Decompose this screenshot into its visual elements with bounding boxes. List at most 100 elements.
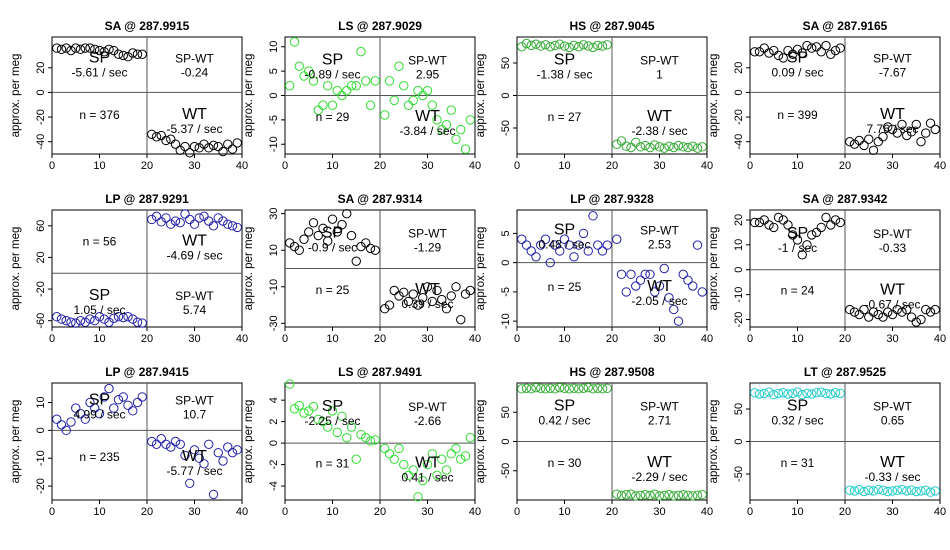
diff-value: 2.53: [648, 237, 672, 251]
y-axis-label: approx. per meg: [10, 400, 22, 484]
wt-rate: 0.41 / sec: [401, 471, 453, 485]
data-point-wt: [446, 449, 456, 459]
data-point-wt: [669, 142, 679, 153]
data-point-sp: [602, 383, 612, 393]
data-point-sp: [797, 250, 807, 260]
wt-label: WT: [647, 108, 672, 125]
data-point-sp: [811, 42, 822, 52]
data-point-wt: [692, 143, 703, 153]
data-point-wt: [616, 490, 627, 501]
data-point-sp: [94, 312, 105, 322]
data-point-wt: [612, 234, 622, 244]
data-point-sp: [545, 42, 555, 52]
data-point-wt: [650, 140, 660, 150]
data-point-wt: [664, 293, 674, 303]
data-point-wt: [616, 269, 627, 280]
wt-rate: -4.69 / sec: [166, 249, 222, 263]
data-point-wt: [612, 489, 622, 499]
y-tick-label: -10: [268, 279, 280, 295]
data-point-wt: [921, 485, 931, 495]
x-tick-label: 0: [49, 160, 55, 172]
data-point-sp: [517, 42, 527, 52]
data-point-wt: [156, 434, 166, 444]
data-point-wt: [394, 291, 404, 301]
x-tick-label: 10: [558, 333, 570, 345]
data-point-sp: [773, 388, 784, 399]
data-point-wt: [427, 100, 437, 110]
data-point-wt: [465, 115, 475, 125]
data-point-sp: [802, 40, 812, 51]
wt-rate: -2.38 / sec: [631, 124, 687, 138]
data-point-sp: [540, 384, 551, 394]
data-point-sp: [370, 76, 380, 86]
data-point-wt: [180, 450, 190, 461]
data-point-wt: [849, 307, 860, 317]
x-tick-label: 30: [653, 506, 665, 518]
n-count: n = 399: [777, 108, 818, 122]
data-point-sp: [835, 217, 845, 228]
data-point-wt: [460, 144, 471, 154]
data-point-sp: [327, 100, 338, 110]
data-point-sp: [583, 382, 593, 393]
sp-label: SP: [322, 224, 343, 241]
data-point-wt: [906, 485, 917, 495]
n-count: n = 376: [79, 108, 120, 122]
data-point-sp: [308, 76, 319, 86]
data-point-wt: [878, 132, 888, 142]
data-point-sp: [327, 214, 338, 224]
data-point-wt: [849, 486, 860, 496]
data-point-sp: [830, 215, 841, 225]
x-tick-label: 10: [93, 333, 105, 345]
data-point-wt: [213, 447, 223, 458]
data-point-wt: [384, 76, 395, 86]
data-point-sp: [792, 387, 803, 397]
x-tick-label: 10: [558, 160, 570, 172]
sp-label: SP: [787, 225, 808, 242]
data-point-sp: [132, 317, 143, 327]
diff-label: SP-WT: [873, 399, 912, 413]
data-point-wt: [930, 304, 940, 315]
wt-rate: 7.76 / sec: [866, 122, 918, 136]
data-point-wt: [437, 124, 447, 135]
data-point-wt: [873, 309, 883, 320]
data-point-wt: [883, 122, 893, 132]
data-point-sp: [313, 414, 323, 425]
x-tick-label: 30: [653, 160, 665, 172]
data-point-sp: [754, 389, 765, 399]
data-point-wt: [223, 442, 233, 452]
data-point-wt: [645, 269, 655, 280]
data-point-wt: [422, 282, 433, 292]
data-point-wt: [688, 491, 698, 501]
data-point-wt: [189, 141, 200, 152]
y-tick-label: 20: [35, 251, 47, 263]
wt-label: WT: [182, 233, 207, 250]
y-tick-label: -10: [733, 287, 745, 303]
data-point-sp: [123, 312, 133, 322]
x-tick-label: 30: [653, 333, 665, 345]
data-point-sp: [521, 383, 532, 393]
x-tick-label: 20: [606, 506, 618, 518]
x-tick-label: 0: [747, 506, 753, 518]
data-point-sp: [769, 390, 779, 400]
data-point-wt: [389, 285, 399, 296]
data-point-sp: [361, 238, 371, 248]
diff-label: SP-WT: [175, 52, 214, 66]
data-point-sp: [583, 246, 593, 256]
n-count: n = 24: [781, 283, 815, 297]
panel-title: SA @ 287.9342: [803, 192, 888, 206]
panel-title: SA @ 287.9314: [338, 192, 423, 206]
sp-label: SP: [89, 392, 110, 409]
data-point-wt: [621, 490, 631, 500]
diff-value: 5.74: [183, 303, 207, 317]
data-point-wt: [456, 124, 466, 135]
data-point-sp: [351, 256, 361, 266]
x-tick-label: 10: [326, 160, 338, 172]
panel-5: SA @ 287.9314 approx. per meg 0 10 20 30 40 -30…: [243, 192, 481, 345]
data-point-sp: [826, 220, 836, 230]
data-point-wt: [204, 439, 214, 449]
y-tick-label: -2: [268, 460, 280, 470]
data-point-sp: [304, 227, 314, 237]
x-tick-label: 0: [282, 333, 288, 345]
data-point-wt: [413, 85, 423, 96]
x-tick-label: 40: [236, 160, 248, 172]
